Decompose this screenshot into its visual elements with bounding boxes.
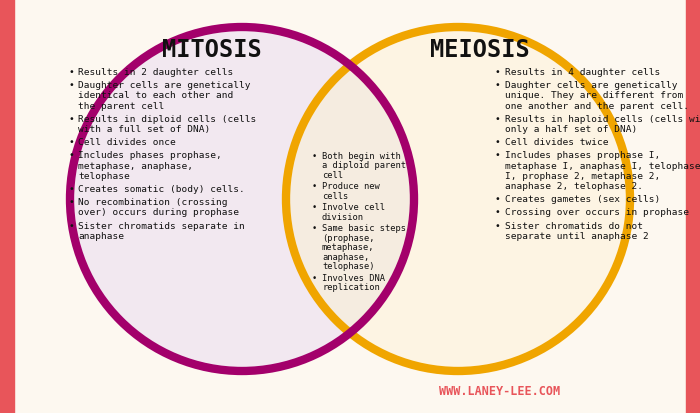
Text: Sister chromatids do not: Sister chromatids do not bbox=[505, 221, 643, 230]
Text: •: • bbox=[495, 195, 500, 204]
Text: •: • bbox=[68, 185, 74, 194]
Text: Cell divides twice: Cell divides twice bbox=[505, 138, 608, 147]
Text: •: • bbox=[495, 151, 500, 160]
Text: metaphase,: metaphase, bbox=[322, 243, 374, 252]
Text: with a full set of DNA): with a full set of DNA) bbox=[78, 125, 210, 134]
Text: Produce new: Produce new bbox=[322, 182, 379, 191]
Text: (prophase,: (prophase, bbox=[322, 233, 374, 242]
Text: the parent cell: the parent cell bbox=[78, 101, 164, 110]
Circle shape bbox=[286, 28, 630, 371]
Text: Results in 2 daughter cells: Results in 2 daughter cells bbox=[78, 68, 233, 77]
Text: Results in 4 daughter cells: Results in 4 daughter cells bbox=[505, 68, 660, 77]
Text: anaphase,: anaphase, bbox=[322, 252, 370, 261]
Text: •: • bbox=[68, 151, 74, 160]
Text: WWW.LANEY-LEE.COM: WWW.LANEY-LEE.COM bbox=[440, 384, 561, 397]
Text: Results in haploid cells (cells with: Results in haploid cells (cells with bbox=[505, 114, 700, 123]
Text: •: • bbox=[495, 208, 500, 217]
Text: Creates somatic (body) cells.: Creates somatic (body) cells. bbox=[78, 185, 245, 194]
Text: •: • bbox=[312, 182, 317, 191]
Text: telophase: telophase bbox=[78, 171, 130, 180]
Text: Involve cell: Involve cell bbox=[322, 203, 385, 212]
Text: Sister chromatids separate in: Sister chromatids separate in bbox=[78, 221, 245, 230]
Text: •: • bbox=[312, 224, 317, 233]
Text: •: • bbox=[68, 68, 74, 77]
Text: Involves DNA: Involves DNA bbox=[322, 273, 385, 282]
Text: •: • bbox=[495, 68, 500, 77]
Text: Cell divides once: Cell divides once bbox=[78, 138, 176, 147]
Text: Includes phases prophase,: Includes phases prophase, bbox=[78, 151, 222, 160]
Text: •: • bbox=[495, 138, 500, 147]
Text: •: • bbox=[312, 203, 317, 212]
Text: •: • bbox=[495, 81, 500, 90]
Text: division: division bbox=[322, 212, 364, 221]
Text: •: • bbox=[68, 221, 74, 230]
Text: •: • bbox=[68, 81, 74, 90]
Text: anaphase 2, telophase 2.: anaphase 2, telophase 2. bbox=[505, 182, 643, 190]
Text: separate until anaphase 2: separate until anaphase 2 bbox=[505, 231, 649, 240]
Bar bbox=[686, 0, 700, 413]
Circle shape bbox=[286, 28, 630, 371]
Text: anaphase: anaphase bbox=[78, 231, 124, 240]
Text: metaphase I, anaphase I, telophase: metaphase I, anaphase I, telophase bbox=[505, 161, 700, 170]
Text: telophase): telophase) bbox=[322, 262, 374, 271]
Text: metaphase, anaphase,: metaphase, anaphase, bbox=[78, 161, 193, 170]
Text: unique. They are different from: unique. They are different from bbox=[505, 91, 683, 100]
Text: identical to each other and: identical to each other and bbox=[78, 91, 233, 100]
Text: •: • bbox=[495, 114, 500, 123]
Text: replication: replication bbox=[322, 283, 379, 292]
Text: Creates gametes (sex cells): Creates gametes (sex cells) bbox=[505, 195, 660, 204]
Text: Daughter cells are genetically: Daughter cells are genetically bbox=[505, 81, 678, 90]
Text: Crossing over occurs in prophase: Crossing over occurs in prophase bbox=[505, 208, 689, 217]
Text: Results in diploid cells (cells: Results in diploid cells (cells bbox=[78, 114, 256, 123]
Text: Same basic steps: Same basic steps bbox=[322, 224, 406, 233]
Text: Includes phases prophase I,: Includes phases prophase I, bbox=[505, 151, 660, 160]
Bar bbox=[0, 0, 14, 413]
Text: •: • bbox=[312, 152, 317, 161]
Text: Both begin with: Both begin with bbox=[322, 152, 400, 161]
Text: a diploid parent: a diploid parent bbox=[322, 161, 406, 170]
Text: •: • bbox=[312, 273, 317, 282]
Text: cell: cell bbox=[322, 171, 343, 180]
Text: •: • bbox=[68, 114, 74, 123]
Text: over) occurs during prophase: over) occurs during prophase bbox=[78, 208, 239, 217]
Text: •: • bbox=[68, 198, 74, 206]
Text: •: • bbox=[495, 221, 500, 230]
Circle shape bbox=[70, 28, 414, 371]
Text: MITOSIS: MITOSIS bbox=[162, 38, 262, 62]
Text: cells: cells bbox=[322, 192, 349, 201]
Text: I, prophase 2, metaphase 2,: I, prophase 2, metaphase 2, bbox=[505, 171, 660, 180]
Text: Daughter cells are genetically: Daughter cells are genetically bbox=[78, 81, 251, 90]
Text: one another and the parent cell.: one another and the parent cell. bbox=[505, 101, 689, 110]
Text: •: • bbox=[68, 138, 74, 147]
Text: only a half set of DNA): only a half set of DNA) bbox=[505, 125, 637, 134]
Text: MEIOSIS: MEIOSIS bbox=[430, 38, 530, 62]
Text: No recombination (crossing: No recombination (crossing bbox=[78, 198, 228, 206]
